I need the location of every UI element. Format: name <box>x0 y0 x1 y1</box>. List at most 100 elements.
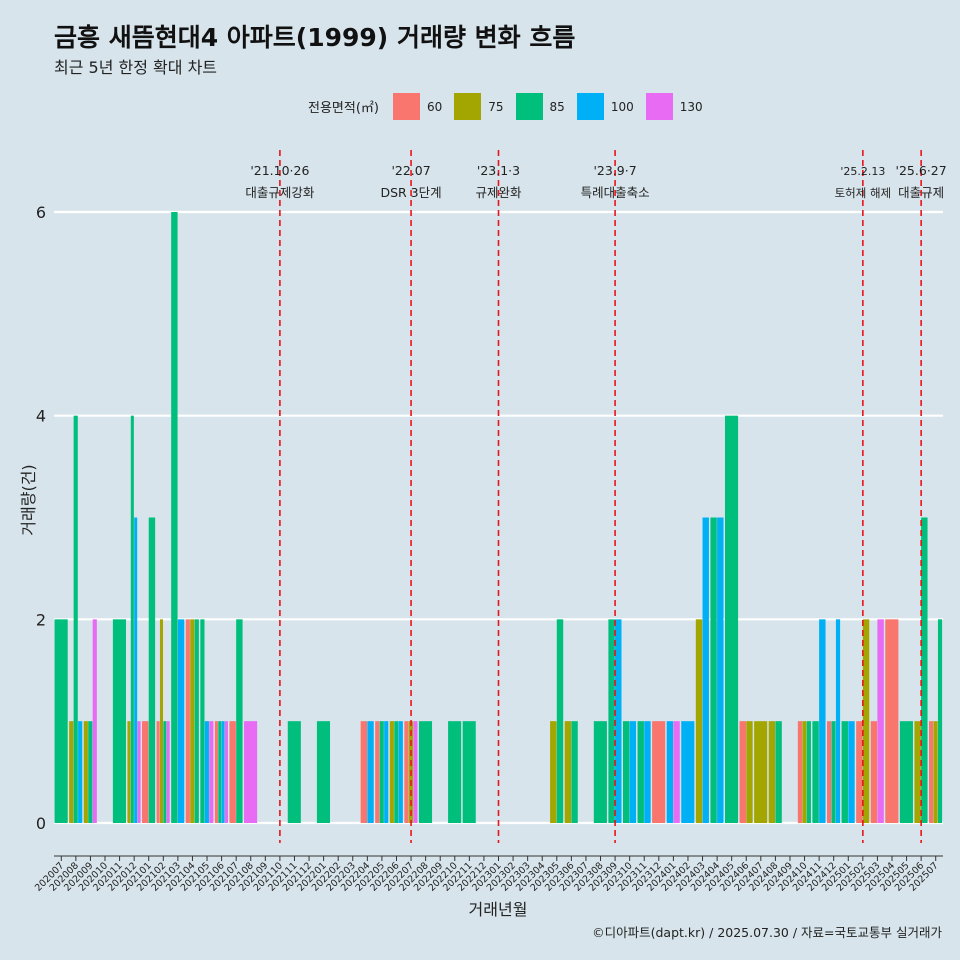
bar-202205-100 <box>384 721 389 823</box>
bar-202208-85 <box>418 721 433 823</box>
legend-item-130: 130 <box>645 93 703 120</box>
bar-202108-130 <box>244 721 258 823</box>
y-tick-label: 2 <box>36 610 46 629</box>
bar-202412-60 <box>826 721 832 823</box>
event-label: 토허제 해제 <box>835 186 892 200</box>
bar-202406-60 <box>739 721 746 823</box>
bar-202204-100 <box>367 721 374 823</box>
bar-202506-85 <box>921 517 928 823</box>
y-tick-label: 4 <box>36 407 46 426</box>
bar-202408-75 <box>768 721 776 823</box>
bar-202103-100 <box>177 619 185 823</box>
bar-202101-60 <box>142 721 149 823</box>
bar-202402-100 <box>681 721 695 823</box>
bar-202507-75 <box>933 721 938 823</box>
source-caption: ©디아파트(dapt.kr) / 2025.07.30 / 자료=국토교통부 실… <box>592 925 942 940</box>
bar-202504-60 <box>885 619 899 823</box>
y-tick-label: 0 <box>36 814 46 833</box>
bar-202503-130 <box>877 619 884 823</box>
bar-202406-75 <box>746 721 753 823</box>
event-date-label: '22.07 <box>391 163 430 178</box>
bar-202401-130 <box>673 721 680 823</box>
bar-202506-75 <box>914 721 921 823</box>
bar-202408-85 <box>775 721 782 823</box>
bar-202410-60 <box>797 721 803 823</box>
legend-swatch-75 <box>454 93 482 120</box>
bar-202106-130 <box>224 721 229 823</box>
legend-swatch-85 <box>515 93 543 120</box>
bar-202206-100 <box>398 721 403 823</box>
chart-title: 금흥 새뜸현대4 아파트(1999) 거래량 변화 흐름 <box>54 23 576 52</box>
bar-202401-100 <box>666 721 674 823</box>
bar-202111-85 <box>287 721 301 823</box>
bar-202211-85 <box>462 721 476 823</box>
bar-202102-85 <box>163 721 167 823</box>
chart-subtitle: 최근 5년 한정 확대 차트 <box>54 58 218 77</box>
bar-202011-85 <box>112 619 126 823</box>
bar-202412-85 <box>831 721 836 823</box>
event-label: 대출규제 <box>898 185 944 200</box>
bar-202102-75 <box>159 619 164 823</box>
bar-202309-85 <box>608 619 615 823</box>
bar-202104-75 <box>190 619 195 823</box>
legend-label-60: 60 <box>426 99 443 114</box>
bar-202312-60 <box>652 721 666 823</box>
bar-202309-100 <box>615 619 622 823</box>
bar-202305-75 <box>550 721 557 823</box>
bar-202306-85 <box>571 721 578 823</box>
event-label: DSR 3단계 <box>380 185 441 200</box>
legend-swatch-60 <box>392 93 420 120</box>
legend-item-100: 100 <box>576 93 634 120</box>
event-label: 대출규제강화 <box>245 185 315 200</box>
bar-202012-130 <box>137 721 141 823</box>
event-date-label: '25.2.13 <box>840 165 885 178</box>
bar-202107-60 <box>229 721 236 823</box>
bar-202311-85 <box>637 721 644 823</box>
bar-202502-60 <box>856 721 863 823</box>
bar-202101-85 <box>148 517 156 823</box>
legend-label-130: 130 <box>679 99 703 114</box>
bar-202012-85 <box>130 415 134 823</box>
bar-202205-60 <box>375 721 380 823</box>
bar-202308-85 <box>593 721 607 823</box>
bar-202008-85 <box>73 415 78 823</box>
legend-label-100: 100 <box>610 99 634 114</box>
bar-202201-85 <box>316 721 331 823</box>
y-tick-label: 6 <box>36 203 46 222</box>
bar-202106-100 <box>221 721 225 823</box>
legend-label-85: 85 <box>549 99 565 114</box>
bar-202310-100 <box>629 721 637 823</box>
bar-202505-85 <box>899 721 913 823</box>
legend-item-60: 60 <box>392 93 443 120</box>
legend-label-75: 75 <box>488 99 504 114</box>
bar-202009-75 <box>83 721 88 823</box>
bar-202507-85 <box>937 619 943 823</box>
bar-202105-130 <box>209 721 214 823</box>
bar-202410-75 <box>802 721 807 823</box>
legend: 전용면적(㎡) 60 75 85 100 130 <box>308 93 715 120</box>
event-date-label: '21.10·26 <box>250 163 309 178</box>
event-date-label: '23.1·3 <box>477 163 520 178</box>
bar-202405-85 <box>724 415 739 823</box>
bar-202410-85 <box>806 721 811 823</box>
bar-202404-85 <box>710 517 717 823</box>
bar-202403-75 <box>695 619 703 823</box>
bar-202206-75 <box>389 721 394 823</box>
bar-202106-85 <box>218 721 222 823</box>
bar-202412-100 <box>835 619 841 823</box>
bar-202012-75 <box>127 721 131 823</box>
bar-202009-130 <box>92 619 97 823</box>
bar-202009-85 <box>88 721 93 823</box>
bar-202311-100 <box>644 721 651 823</box>
bar-202403-100 <box>702 517 709 823</box>
bar-202104-85 <box>194 619 199 823</box>
bar-202107-85 <box>236 619 243 823</box>
bar-202502-75 <box>862 619 870 823</box>
bar-202507-60 <box>929 721 934 823</box>
legend-item-85: 85 <box>515 93 565 120</box>
bar-202306-75 <box>564 721 572 823</box>
legend-swatch-130 <box>645 93 673 120</box>
bar-202106-60 <box>214 721 218 823</box>
